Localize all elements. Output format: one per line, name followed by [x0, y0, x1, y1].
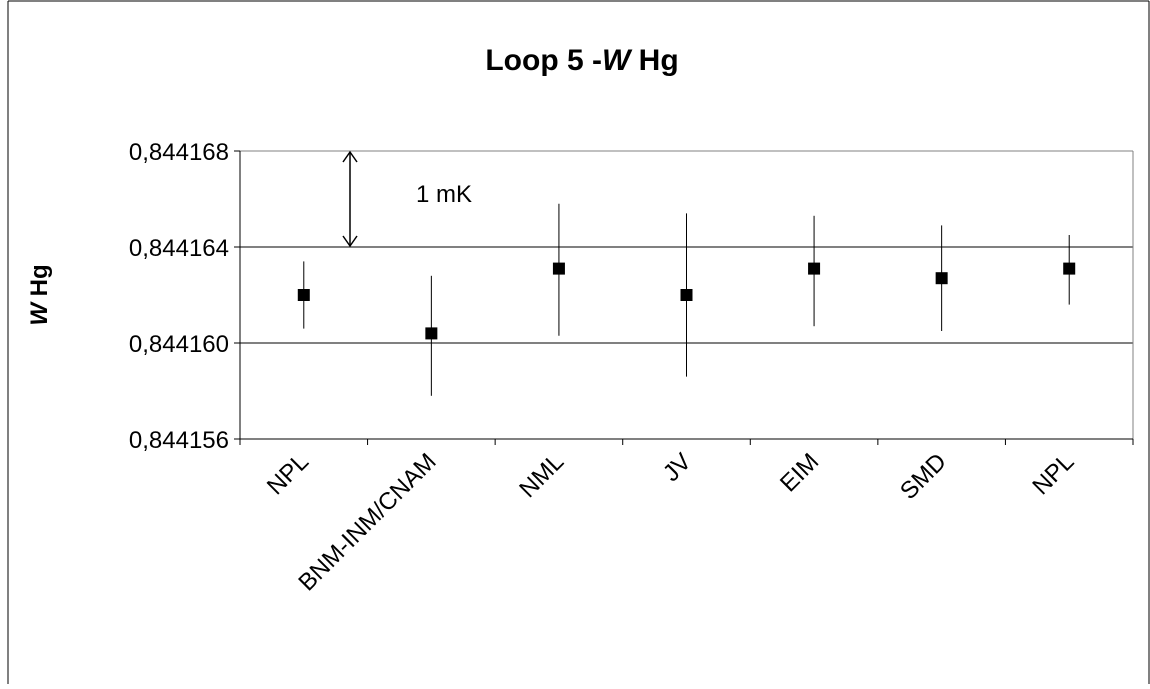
data-point-2 [552, 262, 565, 275]
data-point-1 [425, 327, 438, 340]
x-tick-label-4: EIM [775, 448, 824, 497]
y-axis-label: W Hg [26, 264, 53, 325]
x-tick-label-2: NML [514, 448, 569, 503]
data-point-0 [297, 289, 310, 301]
x-tick-label-1: BNM-INM/CNAM [293, 448, 441, 596]
chart-title-rest: Hg [630, 44, 678, 77]
x-tick-label-6: NPL [1027, 448, 1079, 500]
x-tick-label-0: NPL [262, 448, 314, 500]
y-axis-label-rest: Hg [26, 264, 53, 303]
annotation-arrow-head-top [342, 150, 358, 163]
chart-title: Loop 5 -W Hg [485, 44, 678, 77]
y-tick-label-3: 0,844168 [129, 139, 229, 166]
x-tick-label-5: SMD [895, 448, 952, 505]
annotation-label: 1 mK [416, 181, 472, 208]
y-tick-label-1: 0,844160 [129, 331, 229, 358]
y-tick-label-2: 0,844164 [129, 235, 229, 262]
data-point-4 [808, 262, 821, 275]
data-point-5 [935, 272, 948, 285]
data-point-3 [680, 289, 693, 301]
y-tick-label-0: 0,844156 [129, 427, 229, 454]
y-axis-label-italic: W [26, 301, 53, 326]
chart-title-main: Loop 5 - [485, 44, 602, 77]
chart-title-italic: W [602, 44, 633, 77]
data-point-6 [1063, 262, 1076, 275]
plot-layer: 0,8441560,8441600,8441640,844168NPLBNM-I… [129, 139, 1134, 596]
annotation-arrow-head-bottom [342, 235, 358, 248]
x-tick-label-3: JV [658, 448, 697, 487]
